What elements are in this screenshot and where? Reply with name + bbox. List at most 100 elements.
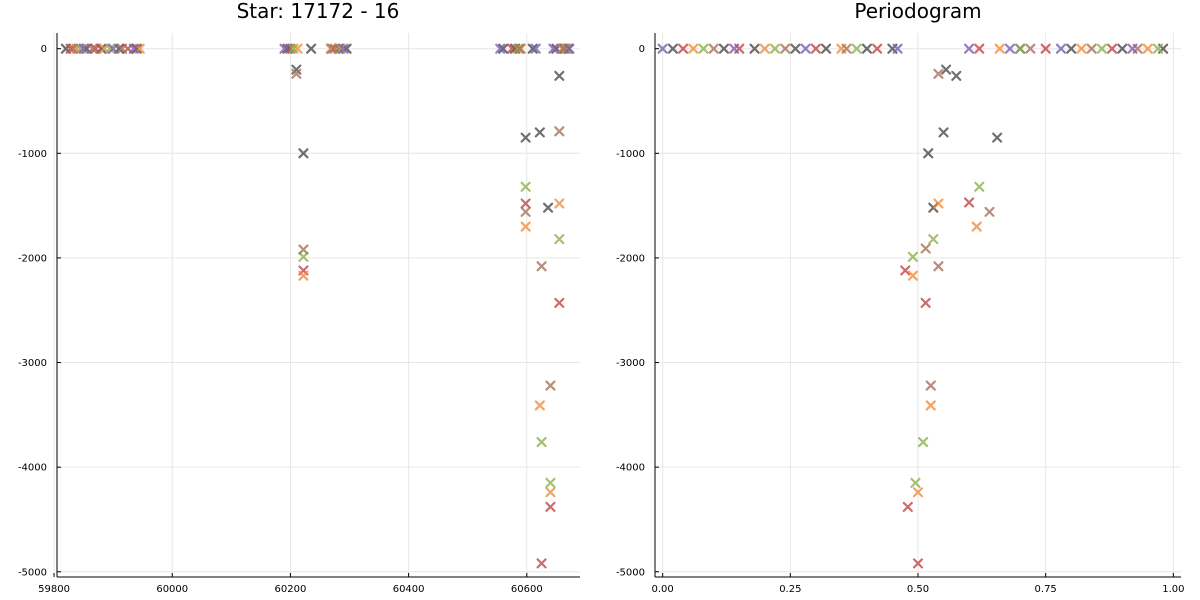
data-point <box>495 43 506 54</box>
chart-title: Periodogram <box>854 0 981 23</box>
data-point <box>520 132 531 143</box>
data-point <box>974 181 985 192</box>
data-point <box>288 43 299 54</box>
data-point <box>933 261 944 272</box>
data-point <box>534 127 545 138</box>
y-tick-label: -4000 <box>616 463 645 474</box>
data-point <box>298 148 309 159</box>
data-point <box>729 43 740 54</box>
data-point <box>298 270 309 281</box>
data-point <box>918 436 929 448</box>
data-point <box>116 43 128 54</box>
data-point <box>907 270 918 281</box>
y-tick-label: -5000 <box>18 567 47 578</box>
data-point <box>992 132 1003 143</box>
data-point <box>963 43 975 54</box>
data-point <box>920 243 931 254</box>
data-point <box>131 43 142 54</box>
data-point <box>872 43 883 54</box>
data-point <box>527 43 538 54</box>
data-point <box>545 380 556 391</box>
data-point <box>769 43 781 54</box>
data-series-3 <box>688 43 1153 498</box>
x-tick-label: 1.00 <box>1162 584 1184 595</box>
data-point <box>1086 43 1097 54</box>
data-point <box>951 70 962 81</box>
data-point <box>520 221 531 232</box>
data-point <box>1076 43 1087 54</box>
data-point <box>512 43 524 54</box>
data-point <box>912 487 924 498</box>
data-point <box>520 198 531 209</box>
data-point <box>306 43 317 54</box>
data-point <box>907 251 918 262</box>
data-point <box>298 244 309 255</box>
data-point <box>1066 43 1077 54</box>
chart-panel-2: Periodogram 0.00 0.25 0.50 0.75 1.00 0 -1000 -20… <box>616 0 1185 595</box>
data-point <box>548 43 559 54</box>
data-point <box>498 43 509 54</box>
data-point <box>1106 43 1118 54</box>
y-tick-label: -4000 <box>18 463 47 474</box>
y-tick-label: 0 <box>639 44 645 55</box>
data-point <box>545 501 556 513</box>
data-point <box>925 380 936 391</box>
data-point <box>974 43 985 54</box>
x-tick-label: 60400 <box>393 584 425 595</box>
data-point <box>561 43 573 54</box>
data-point <box>912 558 924 569</box>
data-point <box>128 43 139 54</box>
data-point <box>938 127 949 138</box>
data-point <box>108 43 119 54</box>
data-point <box>698 43 709 54</box>
data-series-6 <box>657 43 1138 54</box>
y-tick-label: 0 <box>41 44 47 55</box>
data-point <box>928 233 939 245</box>
x-tick-label: 0.25 <box>779 584 801 595</box>
data-point <box>90 43 101 54</box>
x-tick-label: 0.50 <box>907 584 929 595</box>
data-point <box>1004 43 1016 54</box>
data-series-5 <box>67 43 569 391</box>
data-point <box>545 477 556 488</box>
data-point <box>940 64 952 75</box>
data-point <box>1025 43 1036 54</box>
data-point <box>984 206 995 217</box>
data-point <box>790 43 801 54</box>
x-tick-label: 60200 <box>275 584 307 595</box>
data-point <box>1040 43 1051 54</box>
data-point <box>925 400 936 411</box>
data-point <box>902 501 913 513</box>
data-point <box>820 43 832 54</box>
data-point <box>75 43 86 54</box>
data-point <box>900 265 911 276</box>
data-series-3 <box>71 43 568 498</box>
x-tick-label: 60000 <box>156 584 188 595</box>
data-point <box>338 43 349 54</box>
chart-title: Star: 17172 - 16 <box>237 0 400 23</box>
data-point <box>810 43 821 54</box>
data-point <box>688 43 699 54</box>
data-point <box>298 251 309 262</box>
x-tick-label: 0.00 <box>652 584 674 595</box>
data-point <box>994 43 1005 54</box>
data-point <box>933 198 944 209</box>
data-point <box>1117 43 1128 54</box>
data-point <box>841 43 852 54</box>
data-point <box>87 43 98 54</box>
data-point <box>554 297 565 309</box>
data-point <box>1015 43 1026 54</box>
data-point <box>536 558 547 569</box>
data-point <box>910 477 921 488</box>
data-point <box>564 43 575 54</box>
data-point <box>554 70 565 81</box>
data-series-4 <box>698 43 1164 488</box>
data-point <box>291 68 302 79</box>
data-point <box>971 221 982 232</box>
data-series-1 <box>60 43 574 213</box>
data-point <box>530 43 541 54</box>
data-point <box>545 487 556 498</box>
data-point <box>105 43 116 54</box>
data-point <box>923 148 934 159</box>
